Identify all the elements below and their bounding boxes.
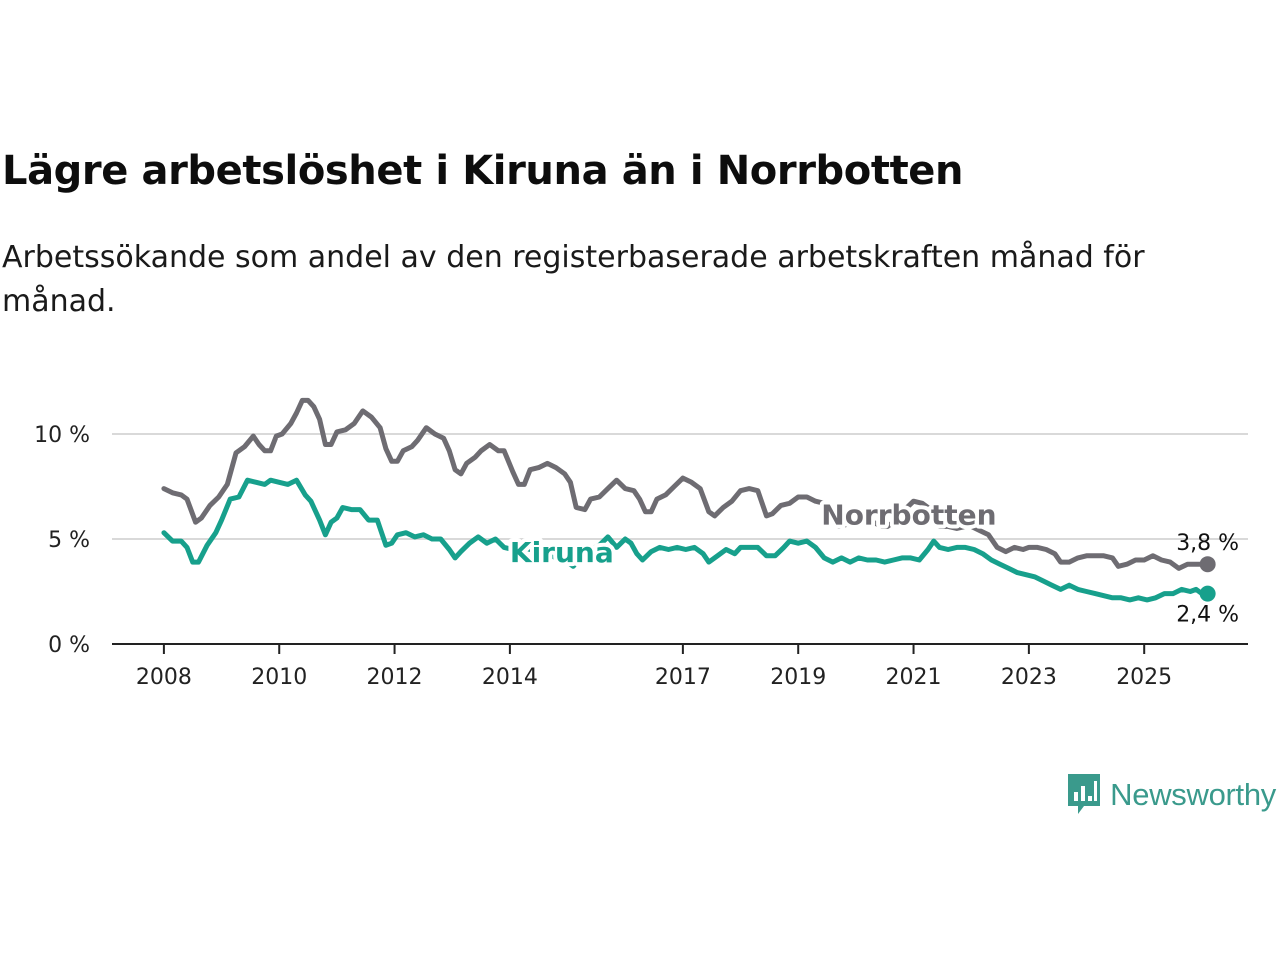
x-tick-label: 2017 bbox=[655, 665, 711, 690]
series-lines bbox=[161, 397, 1216, 603]
end-value-label-norrbotten: 3,8 % bbox=[1176, 531, 1239, 556]
x-tick-label: 2023 bbox=[1001, 665, 1057, 690]
end-marker-norrbotten bbox=[1199, 556, 1216, 573]
newsworthy-brand-name: Newsworthy bbox=[1110, 777, 1276, 812]
gridlines bbox=[112, 433, 1248, 540]
newsworthy-logo: Newsworthy bbox=[1066, 770, 1276, 820]
series-name-label-norrbotten: Norrbotten bbox=[821, 498, 996, 531]
x-tick-label: 2025 bbox=[1116, 665, 1172, 690]
series-line-kiruna bbox=[161, 477, 1211, 603]
series-name-label-kiruna: Kiruna bbox=[510, 536, 614, 569]
x-tick-label: 2008 bbox=[136, 665, 192, 690]
y-tick-label: 10 % bbox=[34, 423, 90, 448]
x-tick-label: 2014 bbox=[482, 665, 538, 690]
newsworthy-logo-icon bbox=[1068, 774, 1101, 814]
chart-title: Lägre arbetslöshet i Kiruna än i Norrbot… bbox=[2, 148, 964, 194]
series-line-norrbotten bbox=[161, 397, 1211, 571]
x-tick-label: 2010 bbox=[251, 665, 307, 690]
end-value-label-kiruna: 2,4 % bbox=[1176, 603, 1239, 628]
x-tick-label: 2019 bbox=[770, 665, 826, 690]
labels: 3,8 % 2,4 % Norrbotten Kiruna bbox=[506, 494, 1239, 628]
x-tick-label: 2021 bbox=[886, 665, 942, 690]
chart-subtitle: Arbetssökande som andel av den registerb… bbox=[2, 240, 1145, 319]
axes: 0 % 5 % 10 % 2008 2010 2012 2014 2017 2019 2021 20… bbox=[34, 423, 1248, 690]
x-tick-label: 2012 bbox=[367, 665, 423, 690]
end-marker-kiruna bbox=[1199, 585, 1216, 602]
y-tick-label: 0 % bbox=[48, 633, 90, 658]
y-tick-label: 5 % bbox=[48, 528, 90, 553]
